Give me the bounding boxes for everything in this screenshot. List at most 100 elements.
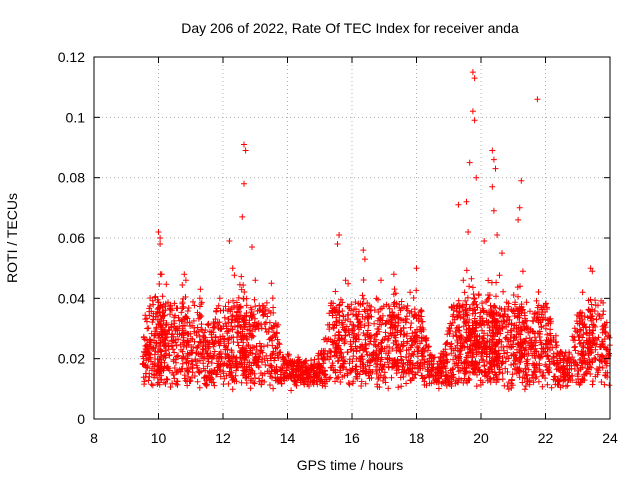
data-point (321, 378, 328, 385)
data-point (535, 378, 542, 385)
data-point (600, 308, 607, 315)
data-point (162, 347, 169, 354)
y-tick-label: 0 (77, 411, 85, 427)
data-point (350, 347, 357, 354)
data-point (252, 315, 258, 322)
data-point (490, 374, 497, 381)
data-point (499, 325, 506, 332)
data-point (202, 342, 209, 348)
data-point (194, 364, 201, 371)
data-point (505, 386, 512, 393)
data-point (510, 343, 517, 350)
data-point (588, 364, 595, 371)
data-point (463, 365, 470, 372)
data-point (225, 336, 232, 343)
data-point (332, 378, 338, 385)
data-point (515, 293, 521, 300)
data-point (415, 344, 422, 351)
data-point (263, 299, 270, 306)
data-point (505, 303, 512, 310)
data-point (275, 355, 282, 362)
data-point (312, 370, 319, 377)
data-point (249, 344, 256, 351)
data-point (167, 384, 174, 390)
data-point (408, 320, 415, 327)
data-point (501, 308, 508, 314)
data-point (163, 342, 170, 349)
data-point (550, 376, 557, 383)
data-point (560, 382, 566, 389)
data-point (588, 301, 595, 308)
data-point (501, 350, 508, 357)
data-point (267, 382, 273, 388)
data-point (304, 374, 311, 381)
data-point (352, 338, 359, 345)
data-point (256, 340, 263, 347)
data-point (428, 380, 435, 387)
data-point (274, 336, 281, 343)
data-point (366, 352, 373, 359)
data-point (581, 313, 588, 320)
data-point (572, 328, 579, 335)
data-point (335, 328, 342, 335)
data-point (243, 380, 250, 386)
data-point (576, 326, 583, 333)
data-point (431, 354, 438, 361)
data-point (367, 307, 374, 314)
data-point (163, 350, 170, 357)
data-point (414, 343, 421, 350)
data-point (160, 301, 167, 308)
data-point (480, 335, 487, 341)
data-point (534, 96, 541, 103)
data-point (548, 384, 555, 391)
data-point (392, 319, 399, 326)
data-point (399, 363, 406, 370)
data-point (403, 380, 410, 387)
data-point (472, 307, 479, 314)
data-point (602, 329, 609, 336)
data-point (584, 314, 591, 321)
data-point (230, 339, 237, 345)
data-point (595, 367, 602, 374)
data-point (449, 366, 456, 373)
data-point (301, 359, 308, 366)
data-point (392, 332, 399, 339)
data-point (237, 303, 244, 310)
data-point (359, 368, 366, 375)
data-point (187, 323, 194, 329)
data-point (252, 375, 259, 381)
data-point (228, 354, 235, 361)
data-point (271, 332, 278, 339)
data-point (333, 304, 340, 311)
data-point (464, 294, 471, 301)
data-point (460, 313, 467, 320)
data-point (462, 308, 469, 314)
data-point (243, 302, 250, 309)
data-point (238, 359, 245, 366)
data-point (373, 347, 380, 354)
data-point (354, 370, 361, 377)
data-point (513, 305, 520, 312)
data-point (378, 339, 385, 346)
data-point (449, 304, 456, 311)
data-point (322, 371, 329, 378)
data-point (513, 334, 520, 340)
data-point (451, 316, 458, 323)
data-point (336, 367, 343, 374)
data-point (358, 344, 365, 351)
data-point (452, 329, 459, 335)
data-point (418, 313, 425, 320)
data-point (141, 378, 148, 385)
data-point (291, 359, 298, 365)
data-point (194, 324, 201, 331)
data-point (468, 358, 475, 365)
data-point (184, 355, 191, 362)
data-point (493, 293, 499, 300)
data-point (483, 317, 490, 324)
data-point (580, 324, 587, 331)
data-point (576, 337, 583, 344)
data-point (211, 324, 218, 331)
data-point (155, 229, 162, 235)
data-point (386, 355, 393, 362)
data-point (450, 365, 457, 372)
